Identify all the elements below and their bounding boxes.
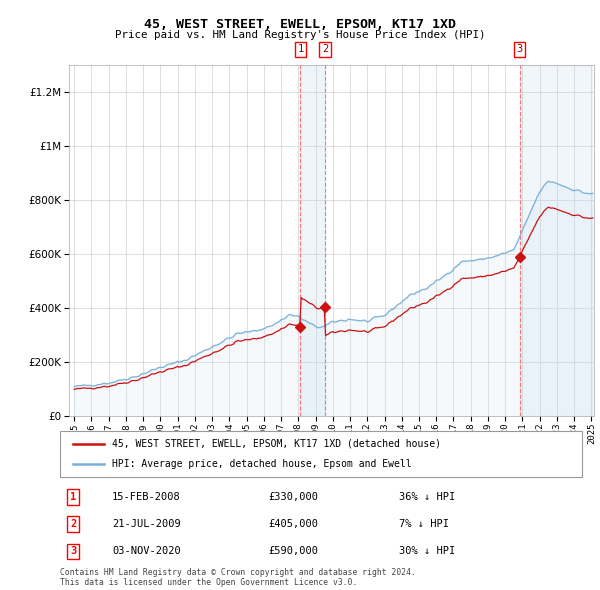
Text: 2: 2 xyxy=(70,519,76,529)
Text: 45, WEST STREET, EWELL, EPSOM, KT17 1XD (detached house): 45, WEST STREET, EWELL, EPSOM, KT17 1XD … xyxy=(112,438,441,448)
Text: 15-FEB-2008: 15-FEB-2008 xyxy=(112,491,181,502)
Text: 3: 3 xyxy=(517,44,523,54)
Text: £405,000: £405,000 xyxy=(269,519,319,529)
Bar xyxy=(520,65,592,416)
Bar xyxy=(301,65,325,416)
Text: 30% ↓ HPI: 30% ↓ HPI xyxy=(400,546,455,556)
Text: £330,000: £330,000 xyxy=(269,491,319,502)
Text: This data is licensed under the Open Government Licence v3.0.: This data is licensed under the Open Gov… xyxy=(60,578,358,587)
Text: 2: 2 xyxy=(322,44,328,54)
Text: Price paid vs. HM Land Registry's House Price Index (HPI): Price paid vs. HM Land Registry's House … xyxy=(115,30,485,40)
Text: Contains HM Land Registry data © Crown copyright and database right 2024.: Contains HM Land Registry data © Crown c… xyxy=(60,568,416,576)
Text: 7% ↓ HPI: 7% ↓ HPI xyxy=(400,519,449,529)
Text: 1: 1 xyxy=(297,44,304,54)
Text: £590,000: £590,000 xyxy=(269,546,319,556)
Text: 45, WEST STREET, EWELL, EPSOM, KT17 1XD: 45, WEST STREET, EWELL, EPSOM, KT17 1XD xyxy=(144,18,456,31)
Text: 03-NOV-2020: 03-NOV-2020 xyxy=(112,546,181,556)
Text: 3: 3 xyxy=(70,546,76,556)
Text: 36% ↓ HPI: 36% ↓ HPI xyxy=(400,491,455,502)
Text: 21-JUL-2009: 21-JUL-2009 xyxy=(112,519,181,529)
Text: HPI: Average price, detached house, Epsom and Ewell: HPI: Average price, detached house, Epso… xyxy=(112,460,412,470)
Text: 1: 1 xyxy=(70,491,76,502)
